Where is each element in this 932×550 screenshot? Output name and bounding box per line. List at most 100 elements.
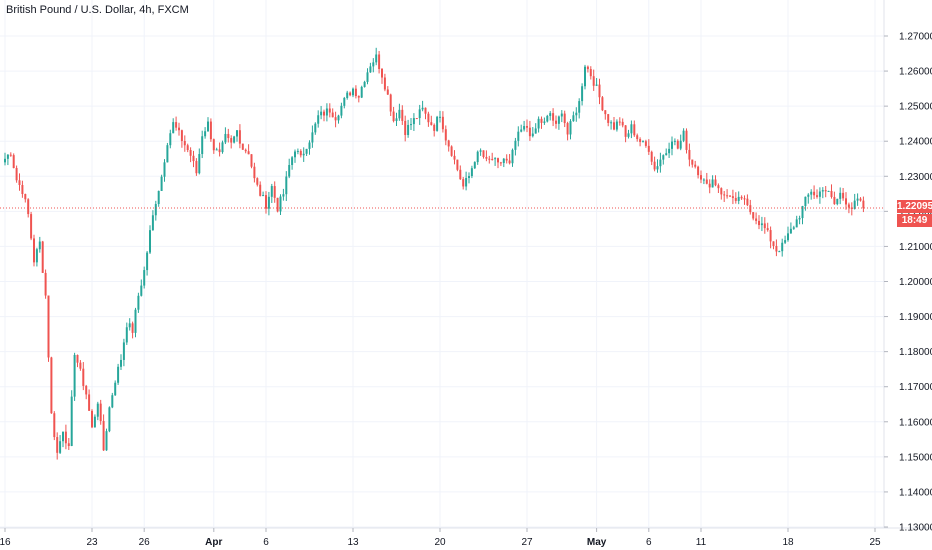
candle-down <box>404 115 407 142</box>
candle-up <box>537 116 540 133</box>
candle-body <box>50 357 53 414</box>
candle-body <box>752 212 755 219</box>
candle-body <box>259 184 262 196</box>
candle-up <box>157 190 160 207</box>
candle-up <box>642 140 644 143</box>
candle-down <box>30 211 33 241</box>
candle-body <box>169 133 172 146</box>
candle-down <box>833 191 836 205</box>
candle-up <box>584 64 586 90</box>
candle-down <box>847 202 850 214</box>
candle-down <box>845 192 847 210</box>
candle-body <box>166 145 169 163</box>
candle-up <box>679 134 682 151</box>
candle-body <box>154 204 157 216</box>
candle-body <box>117 366 120 383</box>
candle-down <box>859 197 862 202</box>
candle-down <box>555 115 557 129</box>
candle-body <box>569 121 572 135</box>
candle-body <box>88 394 91 411</box>
candle-body <box>291 157 294 165</box>
candle-body <box>546 115 549 122</box>
candle-up <box>465 171 468 191</box>
candle-body <box>607 114 610 123</box>
candle-down <box>508 154 511 165</box>
candle-up <box>346 90 349 100</box>
candles <box>4 47 865 460</box>
candle-body <box>279 196 282 212</box>
candle-down <box>482 150 485 159</box>
candle-body <box>47 295 50 358</box>
candle-up <box>682 128 685 143</box>
candle-body <box>642 141 644 143</box>
candle-down <box>131 321 134 339</box>
candle-body <box>99 403 102 422</box>
candle-up <box>436 115 439 132</box>
candle-up <box>543 117 546 125</box>
candle-up <box>792 225 795 230</box>
candle-down <box>772 241 775 250</box>
candle-down <box>378 50 381 74</box>
candle-body <box>427 113 430 123</box>
candle-down <box>183 135 186 152</box>
candle-body <box>502 158 505 163</box>
candle-body <box>572 115 575 122</box>
candle-body <box>163 162 166 177</box>
candle-body <box>743 198 746 200</box>
candle-body <box>459 169 462 180</box>
candle-up <box>662 154 665 165</box>
candle-up <box>262 191 265 197</box>
candle-body <box>520 129 523 132</box>
candle-body <box>15 168 18 181</box>
bar-countdown-label: 18:49 <box>897 214 932 227</box>
candle-up <box>375 47 378 66</box>
candle-body <box>772 241 775 246</box>
candle-up <box>160 174 163 191</box>
candle-up <box>279 194 282 215</box>
candle-body <box>70 396 73 446</box>
candle-body <box>862 200 865 209</box>
candle-down <box>752 211 755 221</box>
candle-body <box>534 128 537 134</box>
candle-down <box>354 85 357 99</box>
candle-body <box>41 241 44 273</box>
candle-down <box>265 191 267 214</box>
candle-down <box>102 414 105 451</box>
candle-down <box>44 269 47 299</box>
candle-body <box>627 133 630 137</box>
candle-body <box>497 158 499 163</box>
candle-body <box>604 110 607 115</box>
candle-up <box>93 414 96 428</box>
candle-down <box>21 180 24 198</box>
candle-down <box>76 354 79 368</box>
candle-down <box>227 128 230 143</box>
candle-up <box>308 140 311 155</box>
candle-body <box>499 162 502 164</box>
candle-up <box>317 110 320 128</box>
candle-down <box>714 175 717 187</box>
candle-body <box>633 124 636 136</box>
candle-body <box>775 245 778 252</box>
candle-down <box>41 240 44 273</box>
candle-up <box>302 147 305 162</box>
y-tick-label: 1.19000 <box>899 312 932 323</box>
candle-body <box>560 113 563 117</box>
candle-body <box>485 157 488 159</box>
candle-up <box>128 318 131 331</box>
candle-body <box>836 198 839 205</box>
candle-body <box>636 135 639 140</box>
candle-body <box>253 166 256 179</box>
candle-down <box>381 67 383 84</box>
candle-down <box>618 117 621 126</box>
candle-body <box>439 116 441 118</box>
grid-lines <box>0 0 884 528</box>
candle-body <box>473 162 476 169</box>
candle-body <box>647 145 650 152</box>
candle-down <box>259 181 262 197</box>
candle-up <box>352 87 354 98</box>
candle-down <box>639 137 642 147</box>
candle-body <box>549 113 552 116</box>
candle-up <box>517 126 520 147</box>
candle-body <box>35 249 38 263</box>
